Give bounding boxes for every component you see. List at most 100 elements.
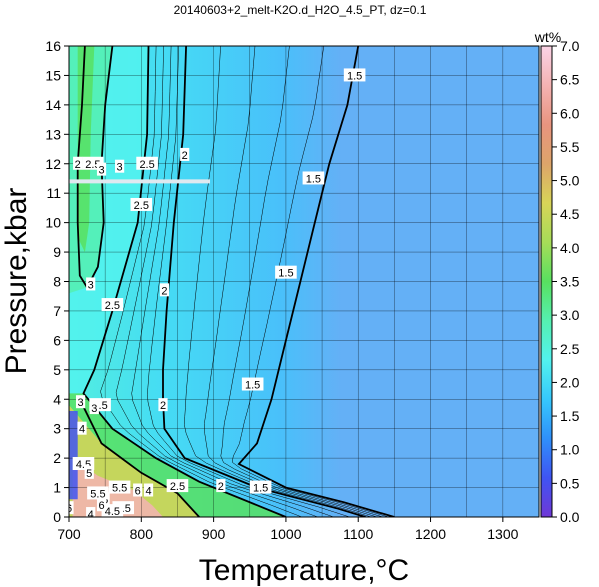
- contour-label-text: 2.5: [85, 159, 100, 171]
- colorbar-tick-label: 1.0: [560, 442, 580, 458]
- minor-contour: [220, 46, 383, 517]
- x-tick-label: 1000: [270, 526, 301, 542]
- contour-label-box: [180, 147, 190, 161]
- y-tick-label: 12: [45, 156, 61, 172]
- contour-label-text: 4: [88, 509, 94, 521]
- contour-label-box: [158, 398, 168, 412]
- contour-label: 1.5: [275, 265, 297, 280]
- contour-label: 2.5: [101, 298, 124, 312]
- contour-label-box: [133, 483, 143, 497]
- contour-label-text: 2: [75, 159, 81, 171]
- y-tick-label: 10: [45, 215, 61, 231]
- contour-label: 2.5: [136, 156, 158, 171]
- colorbar-tick-label: 5.0: [560, 173, 580, 189]
- contour-label-text: 5: [86, 468, 92, 480]
- minor-contour: [184, 46, 372, 517]
- contour-label: 5.5: [87, 486, 109, 500]
- contour-label: 6: [133, 483, 143, 498]
- contour-label-text: 2.5: [134, 200, 149, 212]
- colorbar-tick-label: 2.0: [560, 374, 580, 390]
- y-tick-label: 16: [45, 38, 61, 54]
- contour-label-box: [159, 283, 170, 297]
- contour-label-text: 4.5: [105, 506, 120, 518]
- colorbar-tick-label: 4.0: [560, 240, 580, 256]
- contour-label: 5.5: [108, 480, 131, 495]
- contour-label: 3: [115, 159, 125, 174]
- contour-label-box: [101, 504, 124, 517]
- contour-label-box: [84, 465, 94, 479]
- contour-label-text: 1.5: [278, 268, 293, 280]
- contour-label-text: 2: [160, 400, 166, 412]
- x-tick-label: 900: [202, 526, 226, 542]
- y-tick-label: 14: [45, 97, 61, 113]
- contour-label-text: 1.5: [245, 380, 260, 392]
- y-tick-label: 13: [45, 126, 61, 142]
- contour-label: 2.5: [166, 479, 189, 493]
- y-tick-label: 7: [53, 303, 61, 319]
- contour-label-text: 1.5: [306, 173, 321, 185]
- contour-label-box: [343, 68, 366, 82]
- contour-label-text: 2.5: [105, 300, 120, 312]
- contour-label-box: [77, 421, 87, 435]
- contour-label-box: [302, 171, 325, 185]
- contour-label: 1.5: [343, 68, 366, 82]
- contour-label: 6: [96, 498, 107, 512]
- contour-label-text: 4: [145, 486, 151, 498]
- x-tick-label: 700: [57, 526, 81, 542]
- y-tick-label: 9: [53, 244, 61, 260]
- contour-label-text: 6: [98, 500, 104, 512]
- contour-label-box: [136, 156, 158, 170]
- contour-label-text: 2: [161, 285, 167, 297]
- colorbar-tick-label: 5.5: [560, 139, 580, 155]
- contour-label: 2: [180, 147, 190, 162]
- y-tick-label: 3: [53, 421, 61, 437]
- colorbar-tick-label: 2.5: [560, 341, 580, 357]
- contour-label: 2.5: [130, 197, 153, 212]
- contour-label-box: [115, 159, 125, 173]
- contour-label-box: [87, 486, 109, 500]
- contour-label-text: 1.5: [253, 483, 268, 495]
- y-tick-label: 15: [45, 67, 61, 83]
- contour-label: 3: [89, 401, 99, 415]
- contour-label-box: [89, 401, 99, 415]
- contour-label: 1.5: [249, 480, 272, 495]
- contour-label-box: [241, 377, 264, 391]
- colorbar-tick-label: 0.0: [560, 509, 580, 525]
- contour-label-text: 5.5: [90, 488, 105, 500]
- contour-label-box: [275, 265, 297, 279]
- contour-label-text: 5.5: [112, 483, 127, 495]
- contour-label-text: 1.5: [347, 70, 362, 82]
- y-tick-label: 1: [53, 480, 61, 496]
- contour-label: 4.5: [101, 504, 124, 518]
- y-tick-label: 2: [53, 450, 61, 466]
- contour-label: 3: [86, 277, 96, 291]
- y-tick-label: 8: [53, 274, 61, 290]
- contour-label-box: [69, 501, 74, 515]
- minor-contour: [204, 46, 378, 517]
- colorbar-tick-label: 4.5: [560, 206, 580, 222]
- contour-label-text: 2: [182, 150, 188, 162]
- contour-label: 5: [84, 465, 94, 480]
- region-low-p-10: [69, 411, 78, 500]
- colorbar-title: wt%: [534, 29, 561, 45]
- y-tick-label: 11: [46, 185, 61, 201]
- y-tick-label: 6: [53, 332, 61, 348]
- contour-label: 3: [75, 395, 86, 409]
- x-axis-label: Temperature,°C: [199, 554, 409, 587]
- colorbar-tick-label: 3.5: [560, 274, 580, 290]
- contour-label-box: [73, 156, 83, 170]
- contour-label-box: [75, 395, 86, 409]
- contour-label-box: [130, 197, 153, 211]
- contour-label-text: 2.5: [139, 159, 154, 171]
- contour-label: 2: [159, 283, 170, 297]
- y-tick-label: 5: [53, 362, 61, 378]
- contour-label-box: [86, 277, 96, 291]
- contour-label-text: 2.5: [170, 481, 185, 493]
- contour-label-box: [101, 298, 124, 312]
- x-tick-label: 1200: [415, 526, 446, 542]
- x-tick-label: 800: [130, 526, 154, 542]
- contour-label-text: 6: [135, 486, 141, 498]
- colorbar-tick-label: 6.0: [560, 105, 580, 121]
- contour-label-text: 6: [66, 503, 72, 515]
- contour-label-box: [108, 480, 131, 494]
